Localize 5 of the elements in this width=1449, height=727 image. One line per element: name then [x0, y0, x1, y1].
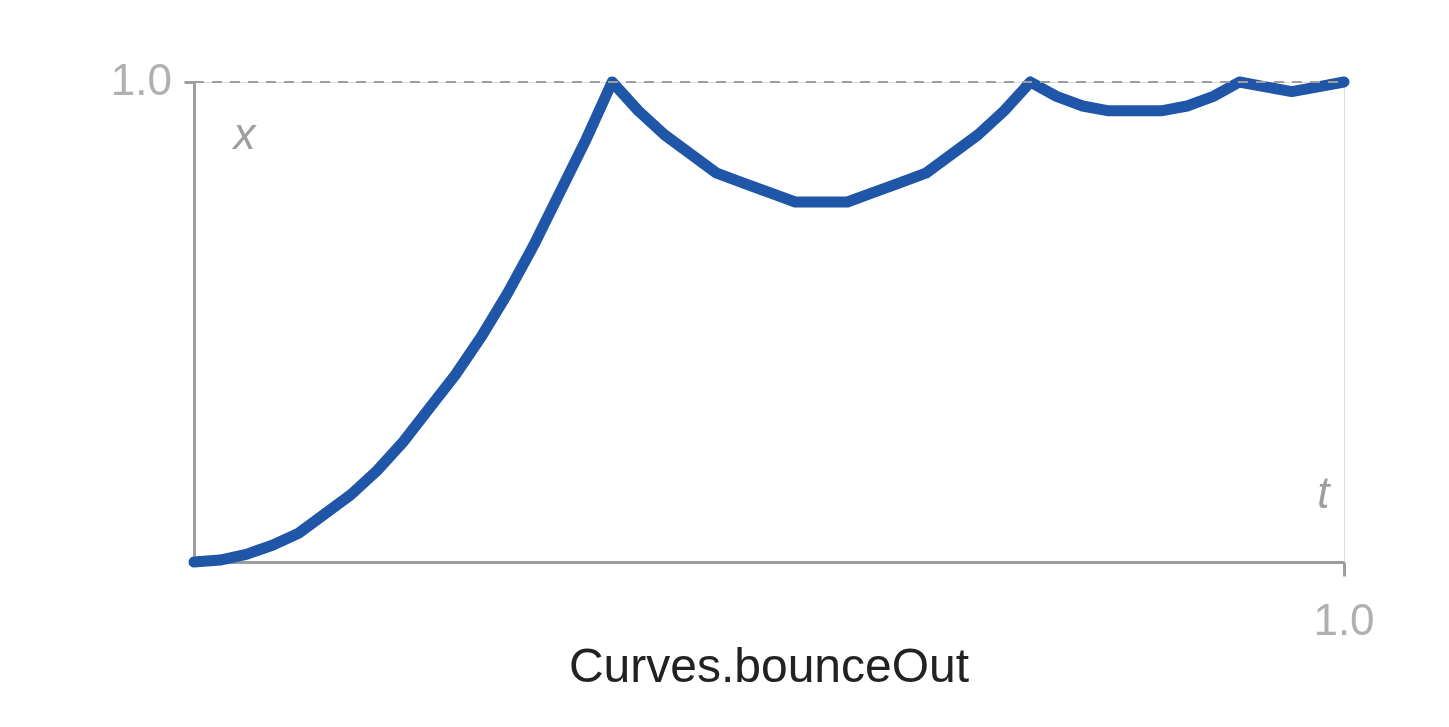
y-axis-title: x [231, 108, 258, 158]
text: 1.0 [110, 55, 172, 104]
text: 1.0 [1313, 595, 1375, 644]
text: Curves.bounceOut [568, 639, 970, 692]
x-axis-title: t [1317, 467, 1332, 517]
